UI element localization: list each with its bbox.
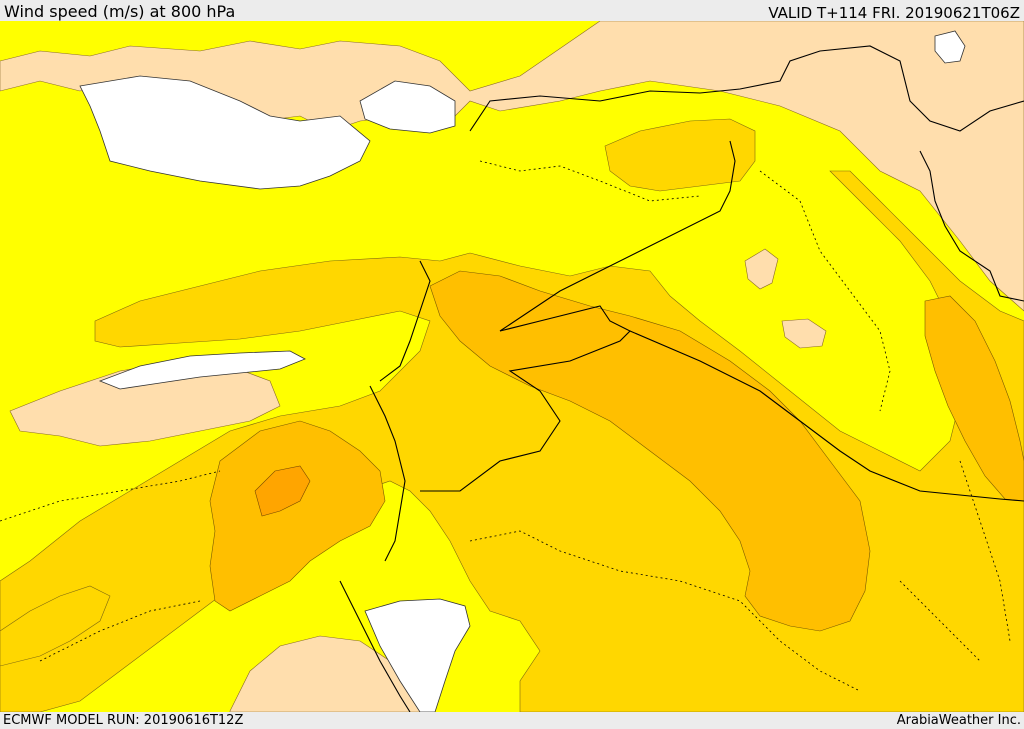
admin-boundary-iraq <box>759 170 891 412</box>
fresh-wind-band-east <box>429 270 871 632</box>
sea-mediterranean-east <box>79 75 371 190</box>
sea-caspian <box>934 30 966 64</box>
admin-boundary-iran <box>899 460 1011 662</box>
calm-region-syria-islet <box>744 248 779 290</box>
moderate-wind-cell-north <box>604 118 756 192</box>
sea-red-sea <box>364 598 471 712</box>
fresh-wind-cell-iran <box>924 295 1024 502</box>
border-turkey-syria <box>469 45 1024 132</box>
admin-boundary-saudi <box>469 530 861 692</box>
strong-wind-core <box>254 465 311 517</box>
map-panel[interactable] <box>0 21 1024 712</box>
sea-bay <box>359 80 456 134</box>
admin-boundary-egypt <box>0 470 221 662</box>
wind-speed-map <box>0 21 1024 712</box>
sea-nile-delta <box>98 350 306 390</box>
admin-boundary-syria <box>479 160 701 202</box>
model-run-label: ECMWF MODEL RUN: 20190616T12Z <box>3 713 244 728</box>
border-iraq-iran <box>919 150 1024 302</box>
border-egypt-israel <box>369 385 406 562</box>
valid-time-label: VALID T+114 FRI. 20190621T06Z <box>768 4 1020 22</box>
border-egypt-sudan <box>339 580 411 712</box>
map-title: Wind speed (m/s) at 800 hPa <box>4 2 236 21</box>
footer-bar: ECMWF MODEL RUN: 20190616T12Z ArabiaWeat… <box>0 712 1024 729</box>
border-levant-coast <box>379 260 431 382</box>
border-iraq-saudi <box>629 330 1024 502</box>
border-jordan <box>420 305 631 492</box>
moderate-wind-cell-south <box>0 585 111 667</box>
credit-label: ArabiaWeather Inc. <box>896 713 1021 728</box>
border-syria-iraq <box>499 140 736 332</box>
header-bar: Wind speed (m/s) at 800 hPa VALID T+114 … <box>0 0 1024 21</box>
fresh-wind-cell-sinai <box>209 420 386 612</box>
calm-region-iraq-islet <box>781 318 827 349</box>
